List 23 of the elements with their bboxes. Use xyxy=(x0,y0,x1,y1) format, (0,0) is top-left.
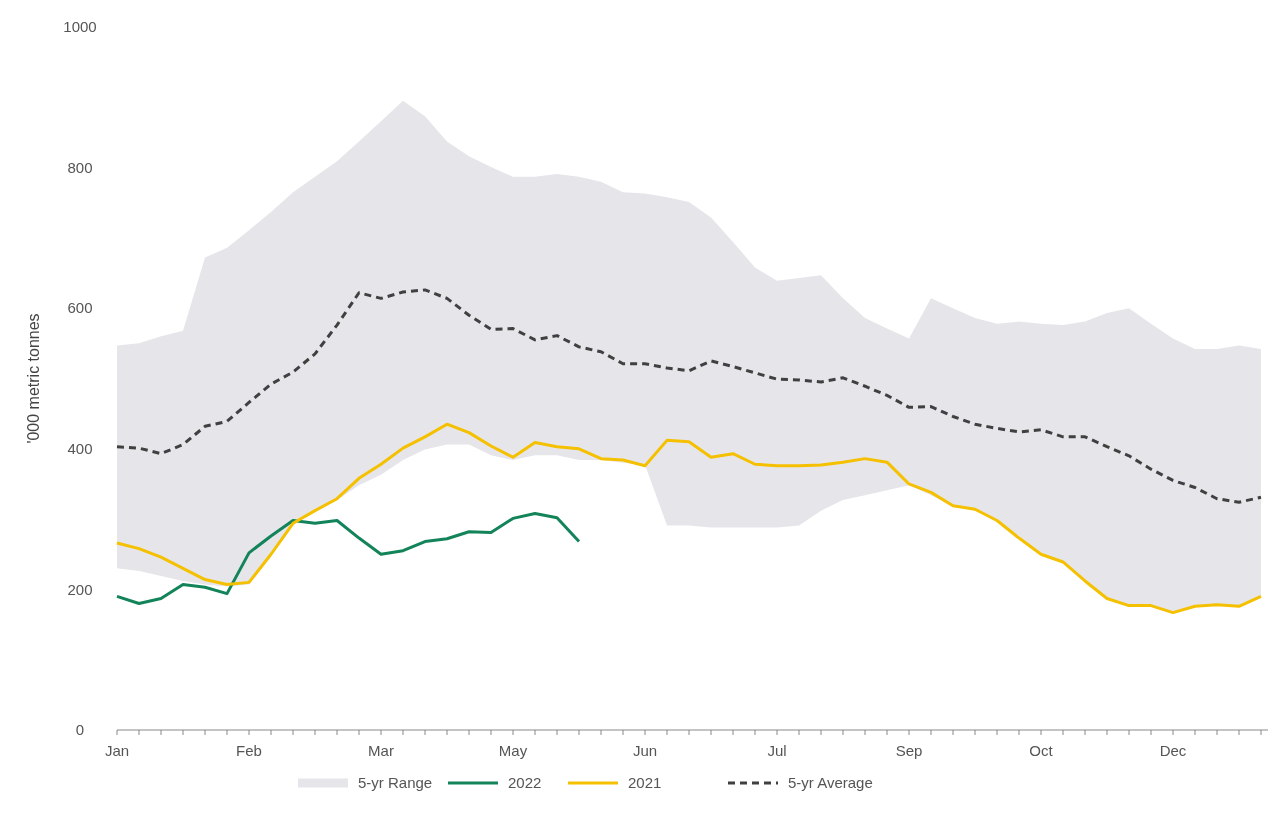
x-tick-label: May xyxy=(498,742,528,759)
x-tick-label: Oct xyxy=(1029,742,1054,759)
legend-label: 2021 xyxy=(628,774,662,792)
x-tick-label: Feb xyxy=(236,742,262,759)
y-tick-label: 600 xyxy=(67,299,93,317)
y-tick-label: 800 xyxy=(67,158,93,176)
legend-label: 5-yr Range xyxy=(358,774,433,792)
y-tick-label: 200 xyxy=(67,580,93,598)
line-series xyxy=(115,288,1263,504)
legend-label: 5-yr Average xyxy=(788,774,873,792)
y-axis-title: '000 metric tonnes xyxy=(25,313,42,444)
x-tick-label: Jun xyxy=(632,742,658,759)
x-tick-label: Sep xyxy=(895,742,923,759)
x-tick-label: Jan xyxy=(104,742,130,759)
x-tick-label: Mar xyxy=(368,742,394,759)
x-tick-label: Jul xyxy=(767,742,787,759)
legend-label: 2022 xyxy=(508,774,542,792)
x-tick-label: Dec xyxy=(1159,742,1187,759)
y-tick-label: 0 xyxy=(75,721,85,739)
y-tick-label: 1000 xyxy=(63,18,97,36)
line-series xyxy=(115,422,1263,615)
line-series xyxy=(115,511,581,605)
y-tick-label: 400 xyxy=(67,440,93,458)
